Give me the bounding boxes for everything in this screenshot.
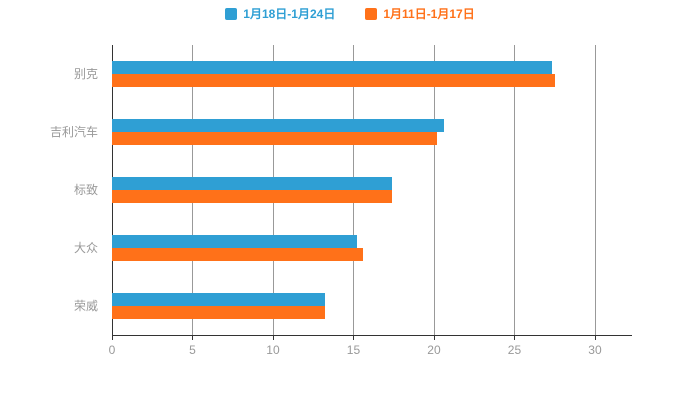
bar-series-0 <box>112 235 357 248</box>
axis-tick <box>433 335 435 340</box>
bar-group <box>112 161 632 219</box>
x-tick-label: 0 <box>108 343 116 357</box>
bar-series-0 <box>112 177 393 190</box>
x-tick-label: 15 <box>346 343 361 357</box>
axis-tick <box>353 335 355 340</box>
legend-swatch-blue-icon <box>225 8 238 20</box>
bar-series-1 <box>112 190 393 203</box>
axis-tick <box>594 335 596 340</box>
bar-group <box>112 45 632 103</box>
bar-series-0 <box>112 61 552 74</box>
x-tick-label: 5 <box>189 343 196 357</box>
x-tick-label: 10 <box>266 343 280 357</box>
bar-series-0 <box>112 119 444 132</box>
legend-item-week2[interactable]: 1月18日-1月24日 <box>225 8 335 20</box>
axis-tick <box>514 335 516 340</box>
bar-series-1 <box>112 74 555 87</box>
legend-label-week1: 1月11日-1月17日 <box>383 7 475 21</box>
bar-series-0 <box>112 293 325 306</box>
gridline <box>594 45 596 335</box>
category-label: 别克 <box>73 67 98 81</box>
x-tick-label: 20 <box>427 343 441 357</box>
axis-tick <box>192 335 194 340</box>
legend: 1月18日-1月24日 1月11日-1月17日 <box>0 8 700 20</box>
y-axis-labels: 别克吉利汽车标致大众荣威 <box>0 45 104 335</box>
legend-item-week1[interactable]: 1月11日-1月17日 <box>365 7 475 21</box>
bar-group <box>112 219 632 277</box>
bar-group <box>112 277 632 335</box>
axis-tick <box>112 335 113 340</box>
bar-series-1 <box>112 306 325 319</box>
x-tick-label: 25 <box>507 343 522 357</box>
x-axis-labels: 0 5 10 15 20 25 30 <box>108 343 632 361</box>
bar-series-1 <box>112 248 364 261</box>
legend-swatch-orange-icon <box>365 8 378 20</box>
legend-label-week2: 1月18日-1月24日 <box>243 7 336 21</box>
bar-series-1 <box>112 132 438 145</box>
axis-tick <box>272 335 274 340</box>
gridline <box>514 45 516 335</box>
plot-area <box>112 45 632 340</box>
bars-container <box>112 45 632 335</box>
x-tick-label: 30 <box>588 343 602 357</box>
category-label: 荣威 <box>73 299 98 313</box>
category-label: 大众 <box>73 241 98 255</box>
category-label: 标致 <box>73 183 98 197</box>
gridline <box>433 45 435 335</box>
category-label: 吉利汽车 <box>49 125 98 139</box>
bar-group <box>112 103 632 161</box>
